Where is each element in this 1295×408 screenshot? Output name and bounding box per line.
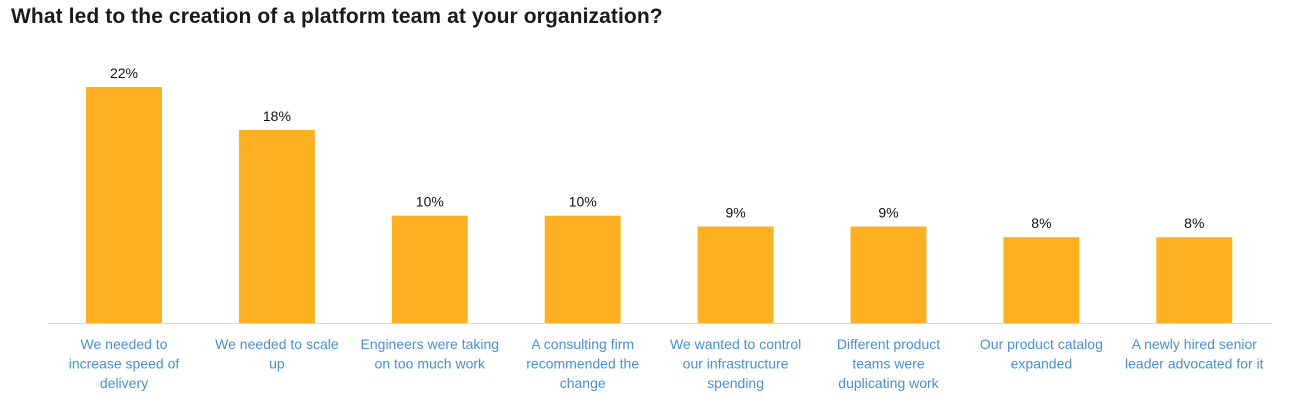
category-label-line: We wanted to control <box>670 336 801 352</box>
bar-value-label: 10% <box>416 194 444 210</box>
bar-value-label: 18% <box>263 108 291 124</box>
bar-2 <box>238 129 315 323</box>
bar-8 <box>1156 237 1233 323</box>
bar-value-label: 9% <box>878 205 898 221</box>
category-label-line: our infrastructure <box>683 356 789 372</box>
bar-4 <box>544 215 621 323</box>
bar-5 <box>697 226 774 323</box>
category-label-line: A consulting firm <box>531 336 634 352</box>
category-label: We wanted to control our infrastructure sp… <box>670 336 801 391</box>
category-label-line: recommended the <box>526 356 639 372</box>
category-label: A newly hired senior leader advocated for… <box>1125 336 1264 372</box>
bar-3 <box>391 215 468 323</box>
category-label: A consulting firm recommended the change <box>526 336 639 391</box>
bar-value-label: 22% <box>110 65 138 81</box>
bar-value-label: 10% <box>569 194 597 210</box>
category-label: Engineers were taking on too much work <box>361 336 500 372</box>
bar-1 <box>86 87 162 323</box>
category-label-line: A newly hired senior <box>1132 336 1258 352</box>
category-label-line: increase speed of <box>69 356 180 372</box>
category-label-line: delivery <box>100 375 148 391</box>
chart-title: What led to the creation of a platform t… <box>11 5 663 28</box>
bar-value-label: 8% <box>1031 215 1051 231</box>
category-label: Different product teams were duplicating w… <box>837 336 940 391</box>
bar-6 <box>850 226 927 323</box>
bar-7 <box>1003 237 1080 323</box>
category-label-line: expanded <box>1011 356 1073 372</box>
category-label-line: Our product catalog <box>980 336 1103 352</box>
category-label-line: duplicating work <box>838 375 939 391</box>
category-label-line: We needed to scale <box>215 336 339 352</box>
bar-value-label: 9% <box>725 205 745 221</box>
bar-value-label: 8% <box>1184 215 1204 231</box>
category-label-line: leader advocated for it <box>1125 356 1264 372</box>
category-label-line: Engineers were taking <box>361 336 500 352</box>
category-label: We needed to increase speed of delivery <box>69 336 180 391</box>
category-label-line: up <box>269 356 285 372</box>
category-label: We needed to scale up <box>215 336 339 372</box>
category-label-line: on too much work <box>375 356 486 372</box>
category-label-line: teams were <box>852 356 925 372</box>
category-label-line: Different product <box>837 336 940 352</box>
category-label-line: spending <box>707 375 764 391</box>
category-label-line: We needed to <box>81 336 168 352</box>
category-label: Our product catalog expanded <box>980 336 1103 372</box>
category-label-line: change <box>560 375 606 391</box>
